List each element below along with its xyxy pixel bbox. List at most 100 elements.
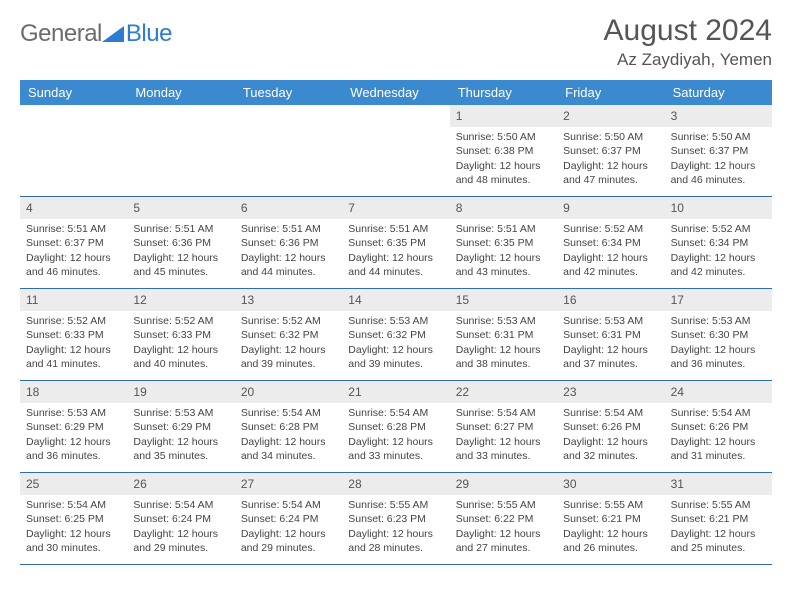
weekday-friday: Friday	[557, 80, 664, 105]
sunset-text: Sunset: 6:22 PM	[456, 512, 551, 526]
cell-body: Sunrise: 5:54 AMSunset: 6:27 PMDaylight:…	[450, 403, 557, 469]
weekday-monday: Monday	[127, 80, 234, 105]
day-number: 7	[342, 197, 449, 219]
calendar-cell	[127, 105, 234, 197]
day-number: 16	[557, 289, 664, 311]
daylight-text: Daylight: 12 hours and 27 minutes.	[456, 527, 551, 555]
daylight-text: Daylight: 12 hours and 34 minutes.	[241, 435, 336, 463]
sunrise-text: Sunrise: 5:51 AM	[241, 222, 336, 236]
sunrise-text: Sunrise: 5:52 AM	[26, 314, 121, 328]
sunset-text: Sunset: 6:37 PM	[671, 144, 766, 158]
cell-body: Sunrise: 5:51 AMSunset: 6:35 PMDaylight:…	[450, 219, 557, 285]
sunrise-text: Sunrise: 5:55 AM	[671, 498, 766, 512]
daylight-text: Daylight: 12 hours and 42 minutes.	[563, 251, 658, 279]
calendar-cell: 25Sunrise: 5:54 AMSunset: 6:25 PMDayligh…	[20, 473, 127, 565]
day-number: 13	[235, 289, 342, 311]
cell-body: Sunrise: 5:53 AMSunset: 6:31 PMDaylight:…	[557, 311, 664, 377]
calendar-cell: 7Sunrise: 5:51 AMSunset: 6:35 PMDaylight…	[342, 197, 449, 289]
cell-body: Sunrise: 5:50 AMSunset: 6:37 PMDaylight:…	[665, 127, 772, 193]
sunrise-text: Sunrise: 5:51 AM	[456, 222, 551, 236]
logo: General Blue	[20, 14, 172, 48]
cell-body: Sunrise: 5:50 AMSunset: 6:38 PMDaylight:…	[450, 127, 557, 193]
daylight-text: Daylight: 12 hours and 46 minutes.	[26, 251, 121, 279]
calendar-weekday-header: Sunday Monday Tuesday Wednesday Thursday…	[20, 80, 772, 105]
day-number: 1	[450, 105, 557, 127]
cell-body: Sunrise: 5:53 AMSunset: 6:29 PMDaylight:…	[127, 403, 234, 469]
cell-body: Sunrise: 5:52 AMSunset: 6:34 PMDaylight:…	[665, 219, 772, 285]
day-number: 11	[20, 289, 127, 311]
day-number: 2	[557, 105, 664, 127]
daylight-text: Daylight: 12 hours and 47 minutes.	[563, 159, 658, 187]
sunset-text: Sunset: 6:36 PM	[241, 236, 336, 250]
sunset-text: Sunset: 6:32 PM	[348, 328, 443, 342]
sunrise-text: Sunrise: 5:53 AM	[671, 314, 766, 328]
day-number: 30	[557, 473, 664, 495]
day-number: 19	[127, 381, 234, 403]
location: Az Zaydiyah, Yemen	[604, 50, 772, 70]
sunrise-text: Sunrise: 5:52 AM	[133, 314, 228, 328]
day-number: 27	[235, 473, 342, 495]
day-number	[342, 105, 449, 111]
cell-body: Sunrise: 5:55 AMSunset: 6:21 PMDaylight:…	[665, 495, 772, 561]
calendar-cell: 26Sunrise: 5:54 AMSunset: 6:24 PMDayligh…	[127, 473, 234, 565]
cell-body: Sunrise: 5:51 AMSunset: 6:35 PMDaylight:…	[342, 219, 449, 285]
logo-triangle-icon	[102, 24, 124, 47]
sunrise-text: Sunrise: 5:51 AM	[348, 222, 443, 236]
day-number: 10	[665, 197, 772, 219]
cell-body: Sunrise: 5:52 AMSunset: 6:33 PMDaylight:…	[127, 311, 234, 377]
sunset-text: Sunset: 6:30 PM	[671, 328, 766, 342]
cell-body: Sunrise: 5:52 AMSunset: 6:34 PMDaylight:…	[557, 219, 664, 285]
day-number: 26	[127, 473, 234, 495]
calendar-cell: 2Sunrise: 5:50 AMSunset: 6:37 PMDaylight…	[557, 105, 664, 197]
day-number: 5	[127, 197, 234, 219]
day-number: 31	[665, 473, 772, 495]
sunrise-text: Sunrise: 5:52 AM	[241, 314, 336, 328]
calendar-cell: 24Sunrise: 5:54 AMSunset: 6:26 PMDayligh…	[665, 381, 772, 473]
daylight-text: Daylight: 12 hours and 36 minutes.	[671, 343, 766, 371]
sunset-text: Sunset: 6:37 PM	[563, 144, 658, 158]
day-number: 15	[450, 289, 557, 311]
sunset-text: Sunset: 6:29 PM	[133, 420, 228, 434]
calendar-cell: 28Sunrise: 5:55 AMSunset: 6:23 PMDayligh…	[342, 473, 449, 565]
calendar-cell: 19Sunrise: 5:53 AMSunset: 6:29 PMDayligh…	[127, 381, 234, 473]
day-number: 20	[235, 381, 342, 403]
sunrise-text: Sunrise: 5:53 AM	[133, 406, 228, 420]
sunrise-text: Sunrise: 5:53 AM	[26, 406, 121, 420]
daylight-text: Daylight: 12 hours and 29 minutes.	[241, 527, 336, 555]
calendar-cell	[235, 105, 342, 197]
calendar-cell: 27Sunrise: 5:54 AMSunset: 6:24 PMDayligh…	[235, 473, 342, 565]
weekday-saturday: Saturday	[665, 80, 772, 105]
daylight-text: Daylight: 12 hours and 32 minutes.	[563, 435, 658, 463]
calendar-cell	[342, 105, 449, 197]
day-number: 18	[20, 381, 127, 403]
daylight-text: Daylight: 12 hours and 37 minutes.	[563, 343, 658, 371]
daylight-text: Daylight: 12 hours and 33 minutes.	[348, 435, 443, 463]
calendar-cell: 13Sunrise: 5:52 AMSunset: 6:32 PMDayligh…	[235, 289, 342, 381]
day-number: 14	[342, 289, 449, 311]
calendar-cell: 31Sunrise: 5:55 AMSunset: 6:21 PMDayligh…	[665, 473, 772, 565]
calendar-cell: 15Sunrise: 5:53 AMSunset: 6:31 PMDayligh…	[450, 289, 557, 381]
logo-text-general: General	[20, 20, 102, 48]
day-number: 17	[665, 289, 772, 311]
weekday-wednesday: Wednesday	[342, 80, 449, 105]
daylight-text: Daylight: 12 hours and 35 minutes.	[133, 435, 228, 463]
sunset-text: Sunset: 6:21 PM	[563, 512, 658, 526]
sunset-text: Sunset: 6:28 PM	[348, 420, 443, 434]
cell-body: Sunrise: 5:54 AMSunset: 6:26 PMDaylight:…	[557, 403, 664, 469]
daylight-text: Daylight: 12 hours and 39 minutes.	[241, 343, 336, 371]
calendar-cell: 20Sunrise: 5:54 AMSunset: 6:28 PMDayligh…	[235, 381, 342, 473]
sunrise-text: Sunrise: 5:54 AM	[348, 406, 443, 420]
sunset-text: Sunset: 6:34 PM	[671, 236, 766, 250]
day-number: 8	[450, 197, 557, 219]
sunset-text: Sunset: 6:38 PM	[456, 144, 551, 158]
cell-body: Sunrise: 5:55 AMSunset: 6:22 PMDaylight:…	[450, 495, 557, 561]
sunrise-text: Sunrise: 5:55 AM	[563, 498, 658, 512]
daylight-text: Daylight: 12 hours and 44 minutes.	[348, 251, 443, 279]
sunrise-text: Sunrise: 5:54 AM	[671, 406, 766, 420]
cell-body: Sunrise: 5:55 AMSunset: 6:23 PMDaylight:…	[342, 495, 449, 561]
day-number: 29	[450, 473, 557, 495]
sunrise-text: Sunrise: 5:54 AM	[563, 406, 658, 420]
cell-body: Sunrise: 5:55 AMSunset: 6:21 PMDaylight:…	[557, 495, 664, 561]
sunset-text: Sunset: 6:25 PM	[26, 512, 121, 526]
sunset-text: Sunset: 6:31 PM	[563, 328, 658, 342]
